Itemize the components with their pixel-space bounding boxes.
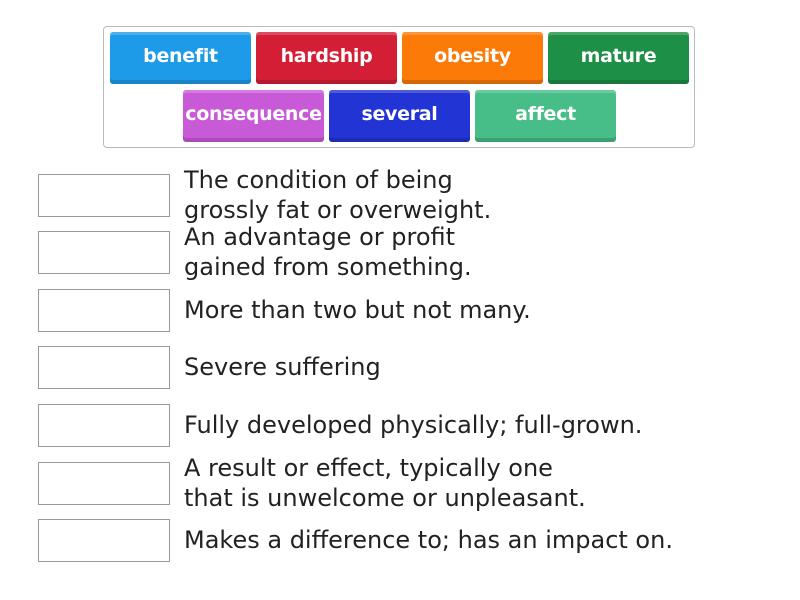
definition-text: More than two but not many. — [184, 296, 531, 324]
definition-text: Severe suffering — [184, 353, 381, 381]
word-tile-affect[interactable]: affect — [475, 90, 616, 142]
word-tile-mature[interactable]: mature — [548, 32, 689, 84]
word-bank — [103, 26, 695, 148]
definition-text: A result or effect, typically one that i… — [184, 454, 586, 512]
word-tile-hardship[interactable]: hardship — [256, 32, 397, 84]
definition-text: The condition of being grossly fat or ov… — [184, 166, 492, 224]
word-tile-consequence[interactable]: consequence — [183, 90, 324, 142]
drop-box[interactable] — [38, 404, 170, 447]
drop-box[interactable] — [38, 519, 170, 562]
definition-text: An advantage or profit gained from somet… — [184, 223, 472, 281]
definition-text: Fully developed physically; full-grown. — [184, 411, 643, 439]
word-tile-benefit[interactable]: benefit — [110, 32, 251, 84]
drop-box[interactable] — [38, 289, 170, 332]
word-tile-several[interactable]: several — [329, 90, 470, 142]
definition-text: Makes a difference to; has an impact on. — [184, 526, 673, 554]
word-tile-obesity[interactable]: obesity — [402, 32, 543, 84]
drop-box[interactable] — [38, 231, 170, 274]
drop-box[interactable] — [38, 174, 170, 217]
drop-box[interactable] — [38, 346, 170, 389]
drop-box[interactable] — [38, 462, 170, 505]
